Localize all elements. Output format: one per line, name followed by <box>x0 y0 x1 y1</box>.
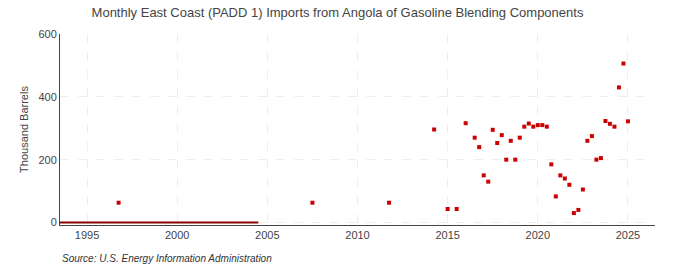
svg-text:2005: 2005 <box>255 229 279 241</box>
svg-text:400: 400 <box>38 91 56 103</box>
svg-text:200: 200 <box>38 154 56 166</box>
svg-text:1995: 1995 <box>75 229 99 241</box>
svg-text:600: 600 <box>38 28 56 40</box>
svg-text:Monthly East Coast (PADD 1) Im: Monthly East Coast (PADD 1) Imports from… <box>92 5 584 20</box>
svg-text:2000: 2000 <box>165 229 189 241</box>
svg-text:Source: U.S. Energy Informatio: Source: U.S. Energy Information Administ… <box>62 253 272 264</box>
svg-text:2025: 2025 <box>616 229 640 241</box>
svg-text:Thousand Barrels: Thousand Barrels <box>18 86 30 173</box>
svg-text:2015: 2015 <box>435 229 459 241</box>
svg-text:2010: 2010 <box>345 229 369 241</box>
svg-text:0: 0 <box>51 216 57 228</box>
svg-text:2020: 2020 <box>526 229 550 241</box>
